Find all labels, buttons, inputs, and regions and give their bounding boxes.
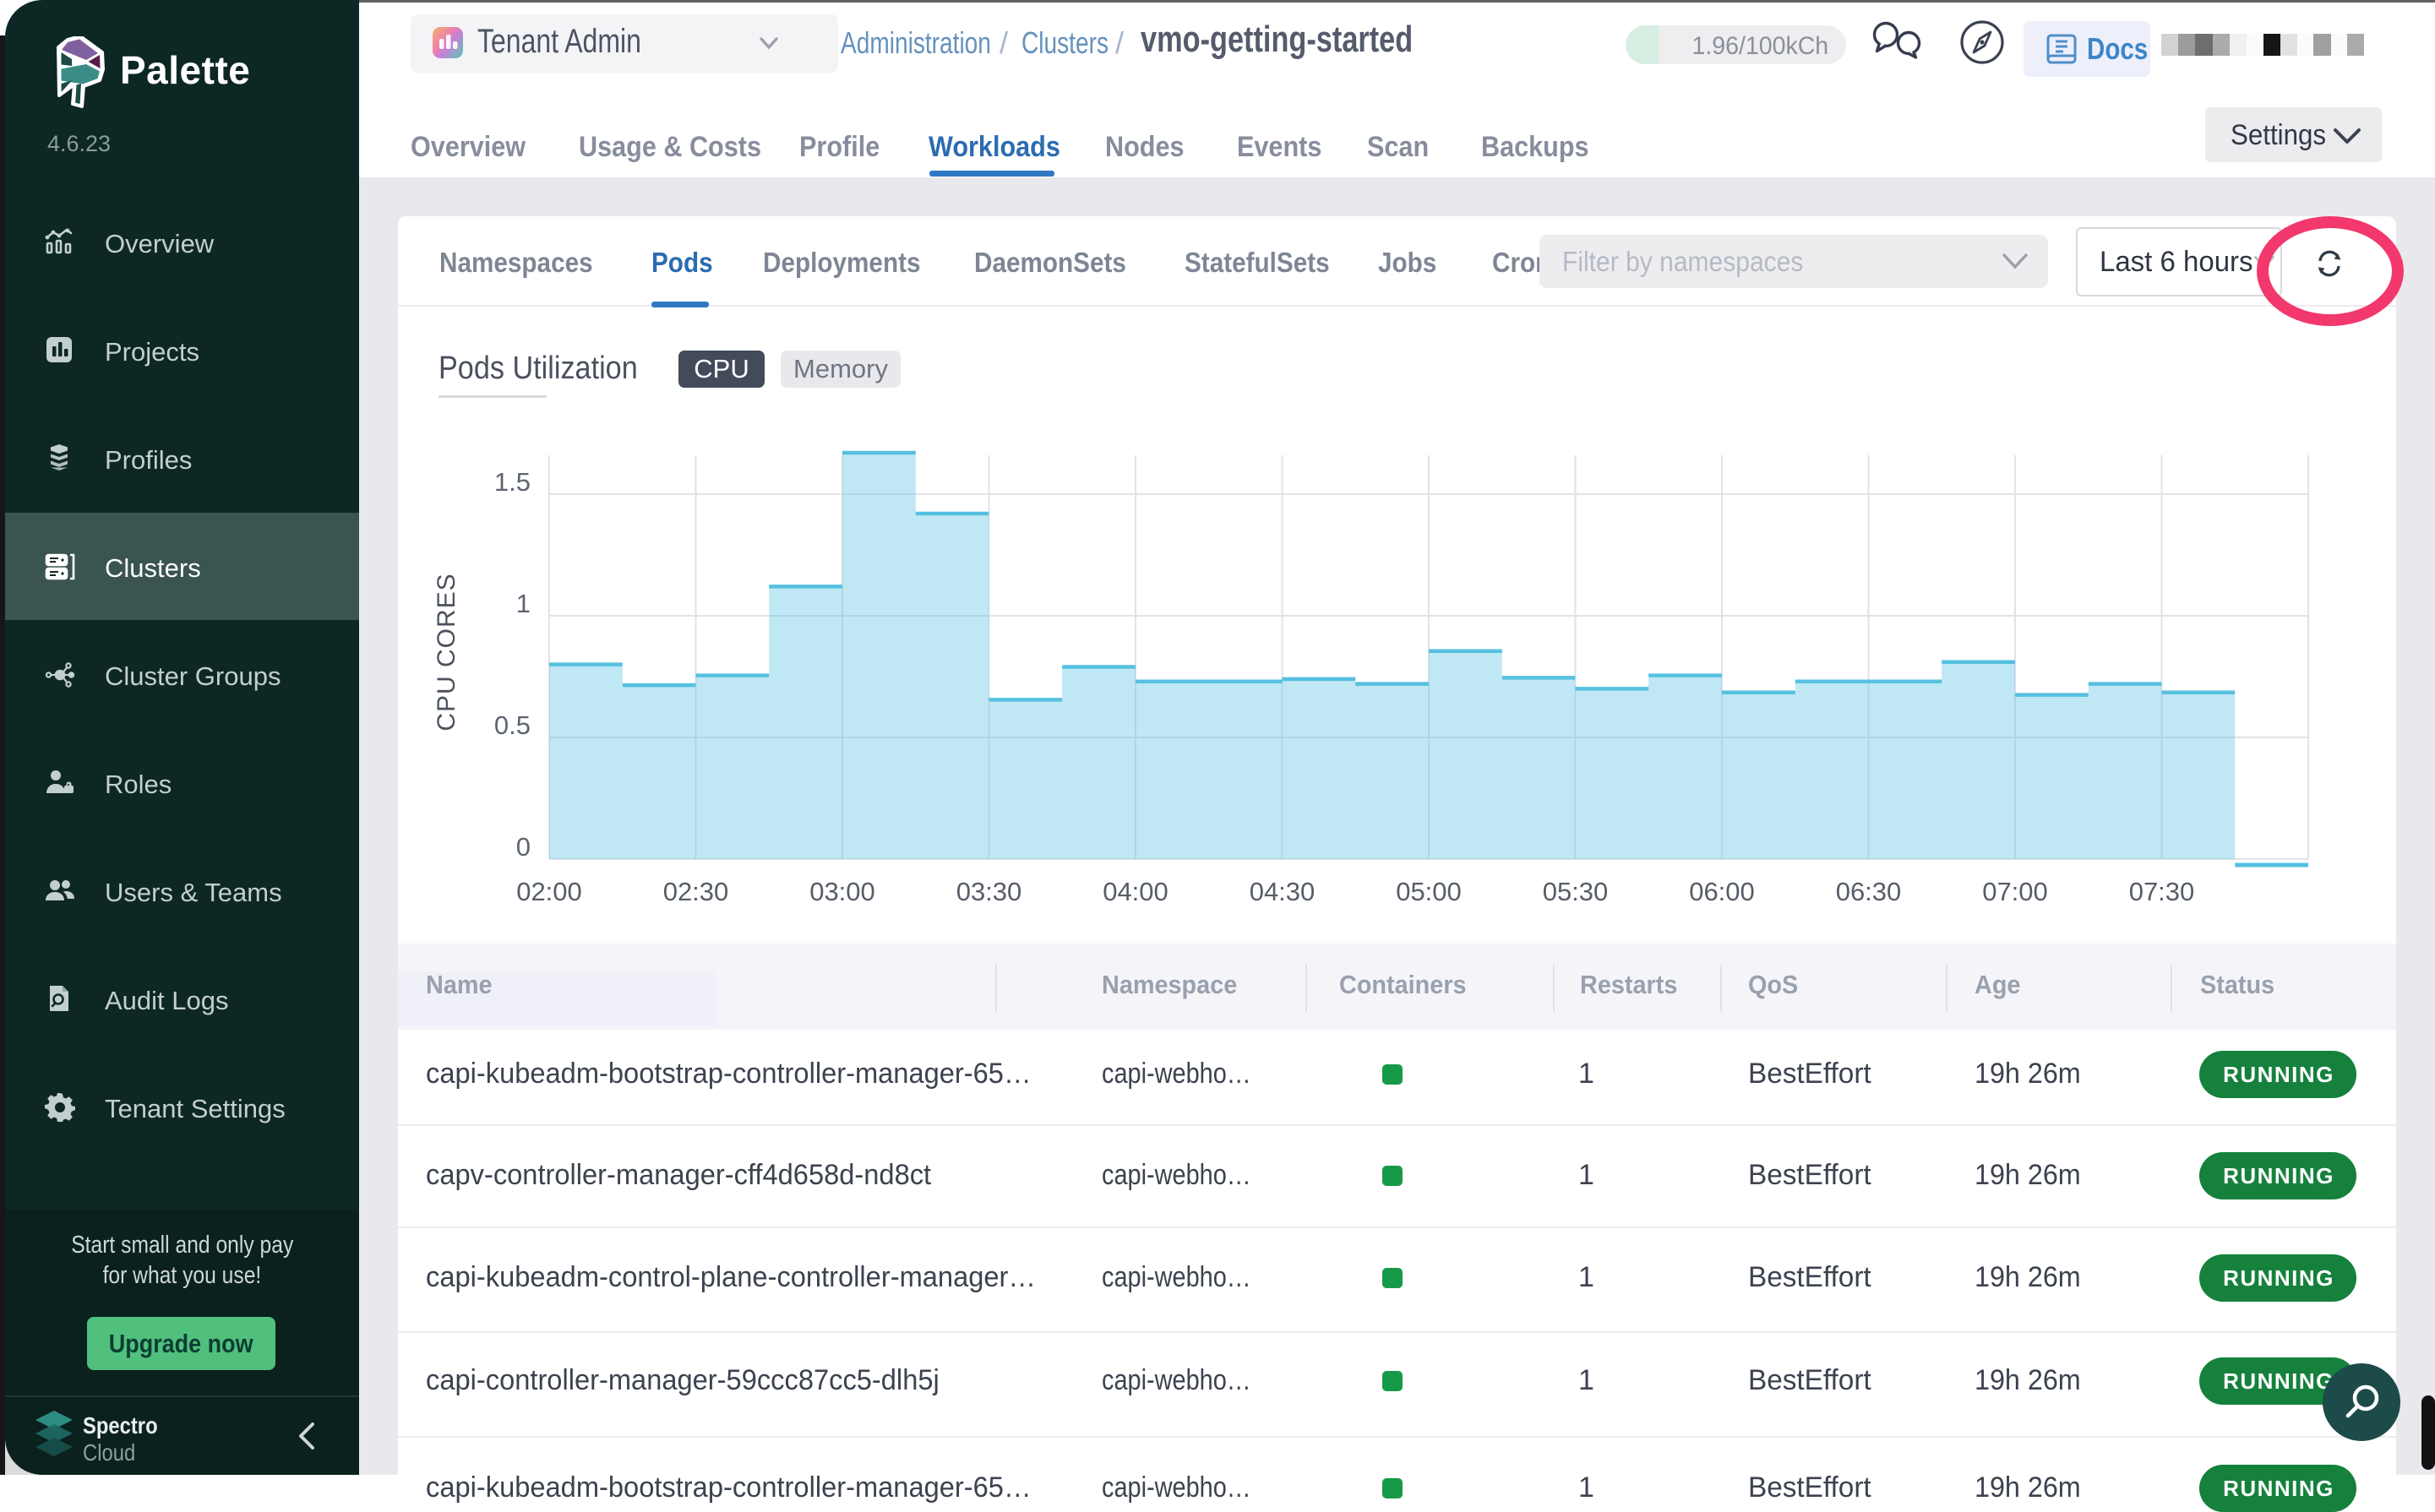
svg-text:1: 1 bbox=[516, 589, 531, 618]
svg-text:03:00: 03:00 bbox=[809, 877, 875, 906]
svg-text:0.5: 0.5 bbox=[494, 710, 531, 740]
svg-text:06:30: 06:30 bbox=[1836, 877, 1902, 906]
svg-text:CPU CORES: CPU CORES bbox=[433, 573, 460, 731]
svg-text:04:00: 04:00 bbox=[1103, 877, 1168, 906]
svg-text:04:30: 04:30 bbox=[1250, 877, 1316, 906]
svg-text:0: 0 bbox=[516, 832, 531, 862]
svg-text:05:00: 05:00 bbox=[1396, 877, 1462, 906]
svg-text:07:30: 07:30 bbox=[2129, 877, 2195, 906]
svg-text:03:30: 03:30 bbox=[956, 877, 1022, 906]
svg-text:1.5: 1.5 bbox=[494, 467, 531, 497]
svg-text:07:00: 07:00 bbox=[1982, 877, 2048, 906]
svg-text:05:30: 05:30 bbox=[1543, 877, 1609, 906]
svg-text:02:00: 02:00 bbox=[516, 877, 582, 906]
svg-text:02:30: 02:30 bbox=[663, 877, 729, 906]
svg-text:06:00: 06:00 bbox=[1689, 877, 1755, 906]
